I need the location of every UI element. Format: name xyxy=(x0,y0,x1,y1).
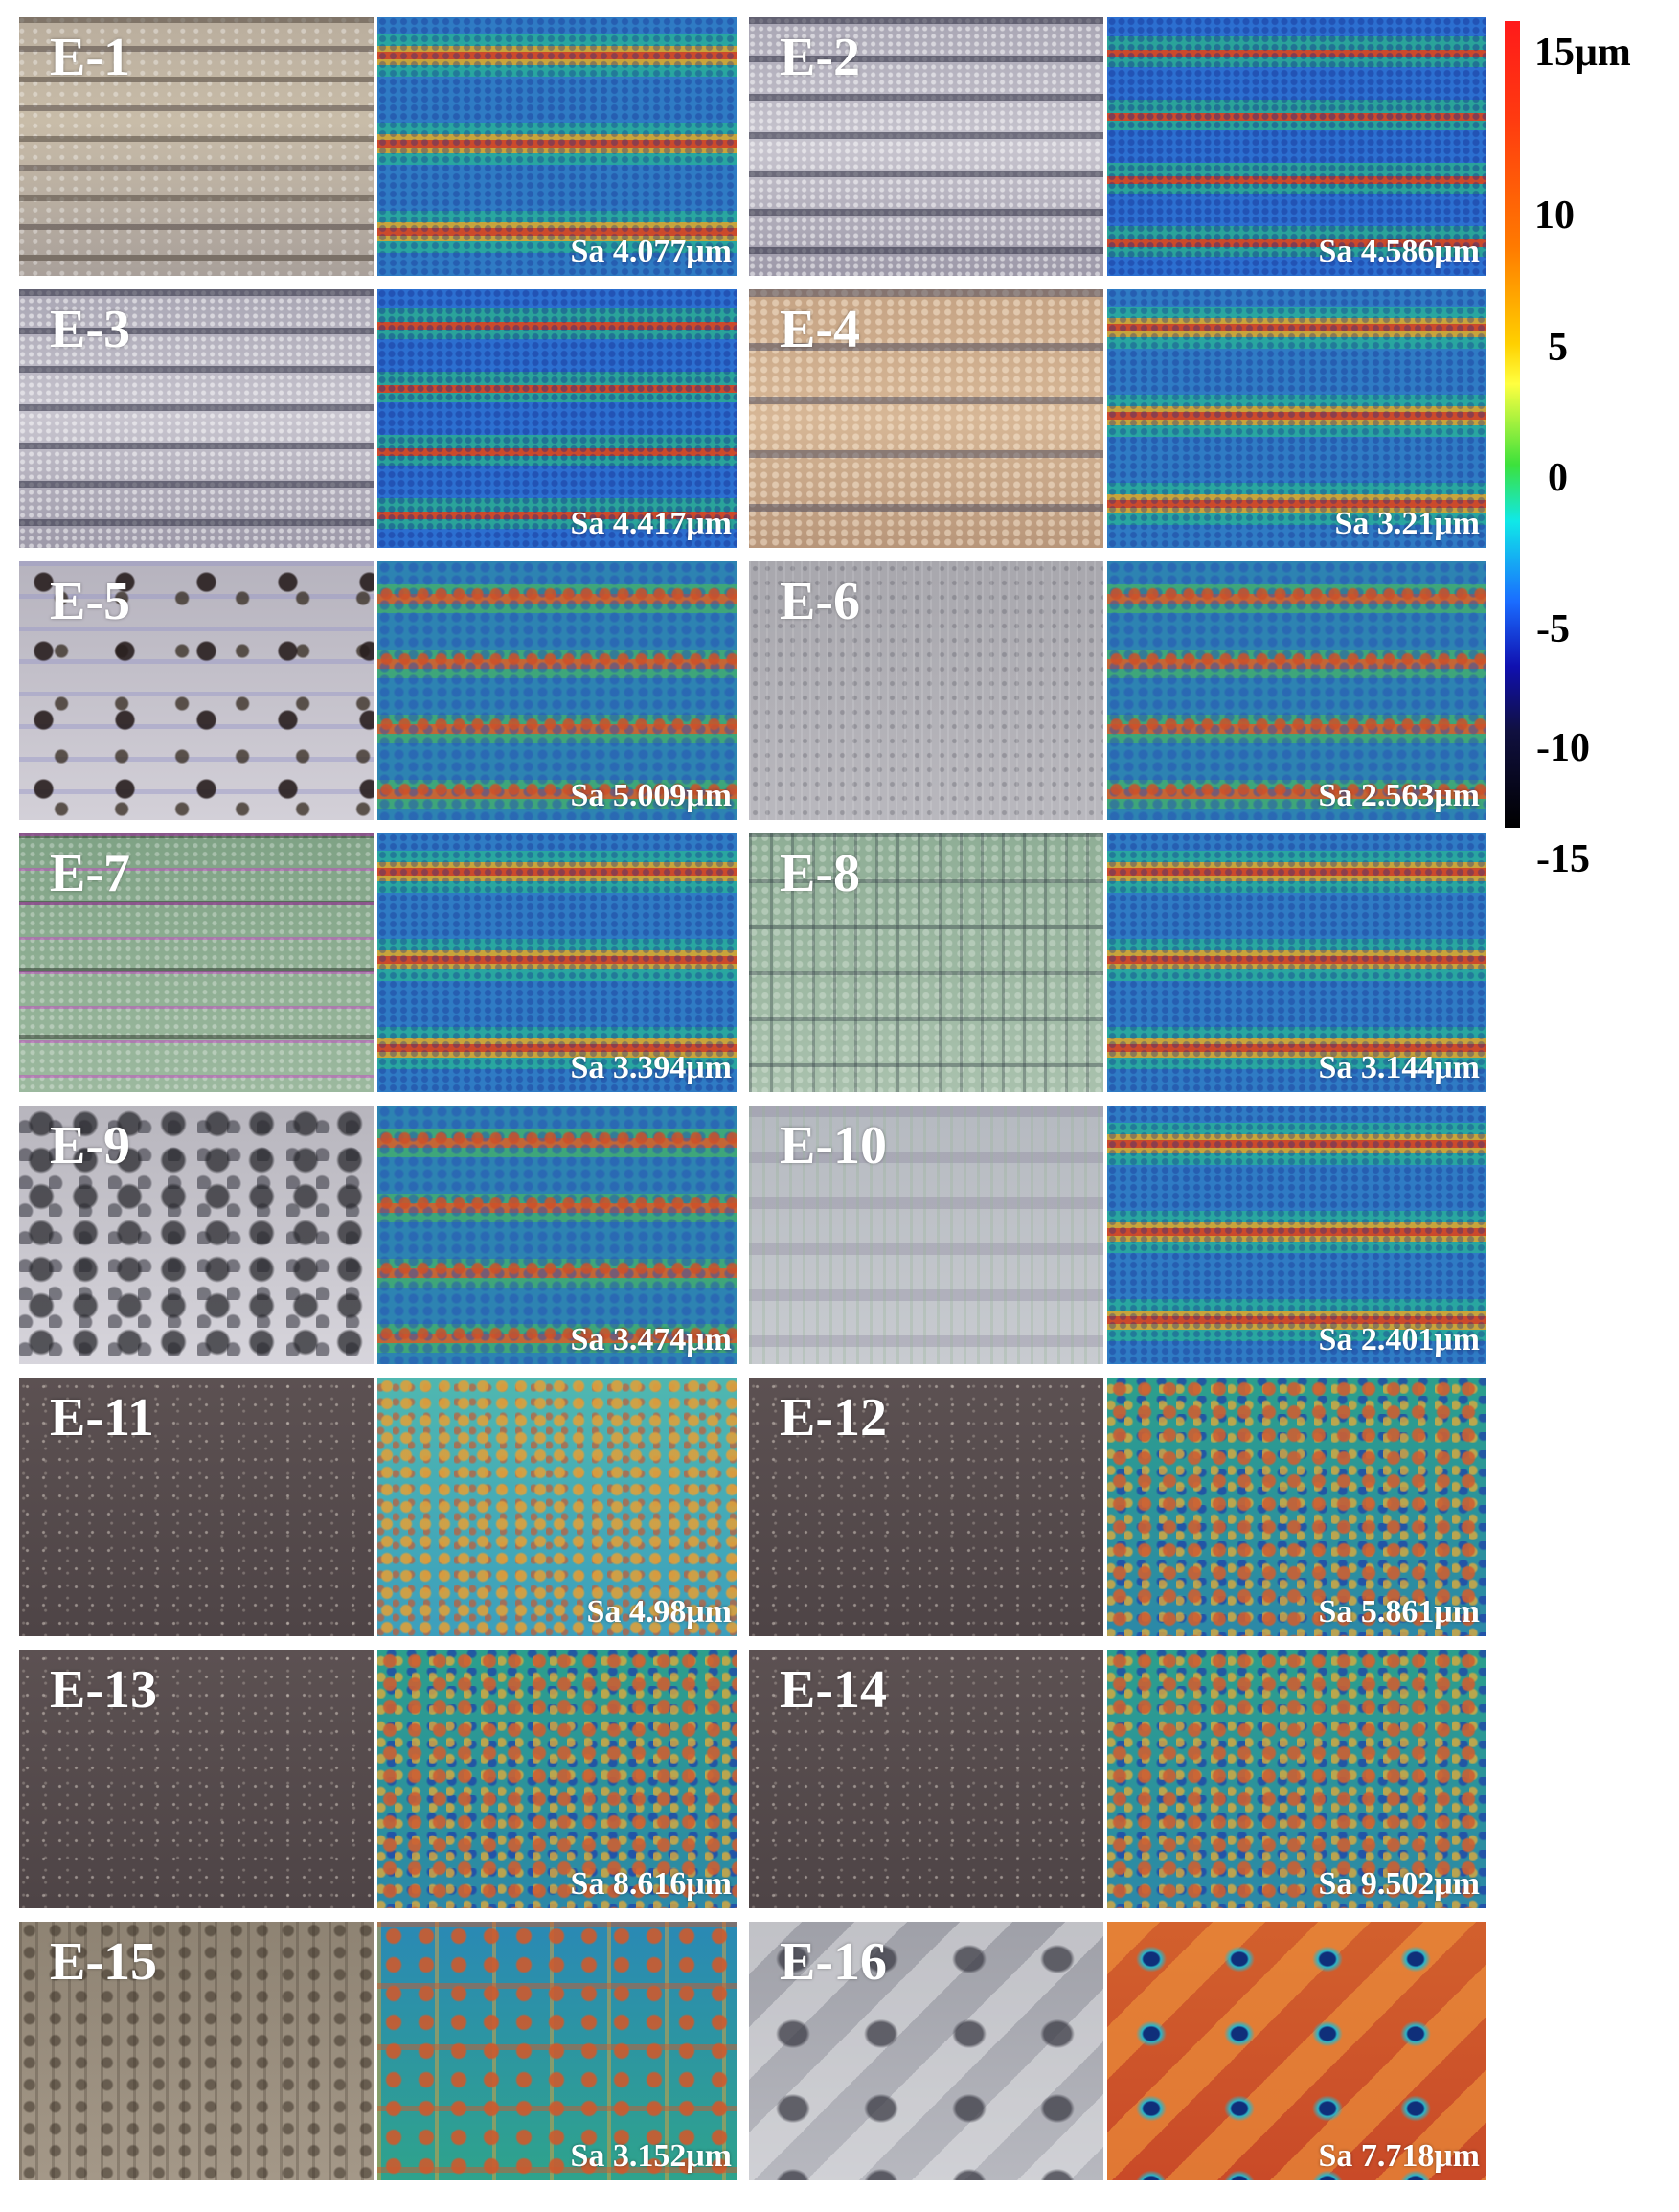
colorbar-tick-label: 15μm xyxy=(1534,31,1631,75)
height-map-image: Sa 2.563μm xyxy=(1107,561,1486,820)
microscope-image: E-5 xyxy=(19,561,374,820)
height-map-image: Sa 3.144μm xyxy=(1107,833,1486,1092)
sa-value: Sa 3.21μm xyxy=(1334,506,1480,541)
height-map-image: Sa 7.718μm xyxy=(1107,1922,1486,2180)
sample-panel-e15: E-15 Sa 3.152μm xyxy=(19,1922,737,2180)
microscope-image: E-10 xyxy=(749,1106,1103,1364)
sample-label: E-1 xyxy=(50,28,130,87)
height-map-image: Sa 4.417μm xyxy=(377,289,737,548)
height-map-image: Sa 3.394μm xyxy=(377,833,737,1092)
sample-panel-e5: E-5 Sa 5.009μm xyxy=(19,561,737,820)
microscope-image: E-12 xyxy=(749,1378,1103,1636)
height-map-image: Sa 4.98μm xyxy=(377,1378,737,1636)
colorbar-tick-label: -15 xyxy=(1536,837,1590,881)
sample-label: E-3 xyxy=(50,300,130,359)
sample-panel-e8: E-8 Sa 3.144μm xyxy=(749,833,1486,1092)
height-map-image: Sa 2.401μm xyxy=(1107,1106,1486,1364)
height-map-image: Sa 9.502μm xyxy=(1107,1650,1486,1908)
sample-label: E-8 xyxy=(780,844,860,903)
colorbar-tick-label: -5 xyxy=(1536,607,1570,651)
sa-value: Sa 8.616μm xyxy=(570,1866,732,1902)
colorbar-tick-label: 10 xyxy=(1534,194,1575,238)
sample-panel-e4: E-4 Sa 3.21μm xyxy=(749,289,1486,548)
colorbar-tick-label: 5 xyxy=(1548,326,1568,370)
sample-panel-e3: E-3 Sa 4.417μm xyxy=(19,289,737,548)
sample-label: E-14 xyxy=(780,1660,887,1720)
sample-label: E-9 xyxy=(50,1116,130,1175)
height-colorbar xyxy=(1505,21,1520,828)
height-map-image: Sa 3.474μm xyxy=(377,1106,737,1364)
sample-panel-e14: E-14 Sa 9.502μm xyxy=(749,1650,1486,1908)
sample-panel-e2: E-2 Sa 4.586μm xyxy=(749,17,1486,276)
microscope-image: E-4 xyxy=(749,289,1103,548)
sample-label: E-6 xyxy=(780,572,860,631)
microscope-image: E-8 xyxy=(749,833,1103,1092)
microscope-image: E-14 xyxy=(749,1650,1103,1908)
sample-label: E-7 xyxy=(50,844,130,903)
height-map-image: Sa 3.21μm xyxy=(1107,289,1486,548)
sample-panel-e1: E-1 Sa 4.077μm xyxy=(19,17,737,276)
sample-panel-e6: E-6 Sa 2.563μm xyxy=(749,561,1486,820)
microscope-image: E-7 xyxy=(19,833,374,1092)
height-map-image: Sa 5.009μm xyxy=(377,561,737,820)
sa-value: Sa 2.401μm xyxy=(1318,1322,1480,1357)
sample-panel-e9: E-9 Sa 3.474μm xyxy=(19,1106,737,1364)
microscope-image: E-16 xyxy=(749,1922,1103,2180)
sample-label: E-2 xyxy=(780,28,860,87)
microscope-image: E-1 xyxy=(19,17,374,276)
sample-label: E-12 xyxy=(780,1388,887,1448)
sa-value: Sa 3.152μm xyxy=(570,2138,732,2174)
microscope-image: E-15 xyxy=(19,1922,374,2180)
sample-label: E-10 xyxy=(780,1116,887,1175)
sample-label: E-13 xyxy=(50,1660,157,1720)
sample-panel-e10: E-10 Sa 2.401μm xyxy=(749,1106,1486,1364)
microscope-image: E-11 xyxy=(19,1378,374,1636)
sa-value: Sa 5.861μm xyxy=(1318,1594,1480,1630)
sample-panel-e12: E-12 Sa 5.861μm xyxy=(749,1378,1486,1636)
height-map-image: Sa 4.586μm xyxy=(1107,17,1486,276)
sa-value: Sa 3.394μm xyxy=(570,1050,732,1085)
sa-value: Sa 2.563μm xyxy=(1318,778,1480,813)
colorbar-tick-label: 0 xyxy=(1548,456,1568,500)
microscope-image: E-9 xyxy=(19,1106,374,1364)
height-map-image: Sa 5.861μm xyxy=(1107,1378,1486,1636)
sample-label: E-16 xyxy=(780,1932,887,1992)
sa-value: Sa 5.009μm xyxy=(570,778,732,813)
microscope-image: E-6 xyxy=(749,561,1103,820)
sample-panel-e16: E-16 Sa 7.718μm xyxy=(749,1922,1486,2180)
sa-value: Sa 7.718μm xyxy=(1318,2138,1480,2174)
sample-panel-e11: E-11 Sa 4.98μm xyxy=(19,1378,737,1636)
sa-value: Sa 4.417μm xyxy=(570,506,732,541)
sample-label: E-4 xyxy=(780,300,860,359)
sa-value: Sa 9.502μm xyxy=(1318,1866,1480,1902)
sample-panel-e13: E-13 Sa 8.616μm xyxy=(19,1650,737,1908)
height-map-image: Sa 3.152μm xyxy=(377,1922,737,2180)
sa-value: Sa 4.98μm xyxy=(586,1594,732,1630)
sa-value: Sa 4.586μm xyxy=(1318,234,1480,269)
microscope-image: E-13 xyxy=(19,1650,374,1908)
microscope-image: E-2 xyxy=(749,17,1103,276)
sample-label: E-5 xyxy=(50,572,130,631)
sa-value: Sa 4.077μm xyxy=(570,234,732,269)
microscope-image: E-3 xyxy=(19,289,374,548)
sample-label: E-15 xyxy=(50,1932,157,1992)
height-map-image: Sa 8.616μm xyxy=(377,1650,737,1908)
height-map-image: Sa 4.077μm xyxy=(377,17,737,276)
sample-panel-e7: E-7 Sa 3.394μm xyxy=(19,833,737,1092)
colorbar-tick-label: -10 xyxy=(1536,726,1590,770)
sa-value: Sa 3.144μm xyxy=(1318,1050,1480,1085)
sa-value: Sa 3.474μm xyxy=(570,1322,732,1357)
sample-label: E-11 xyxy=(50,1388,154,1448)
